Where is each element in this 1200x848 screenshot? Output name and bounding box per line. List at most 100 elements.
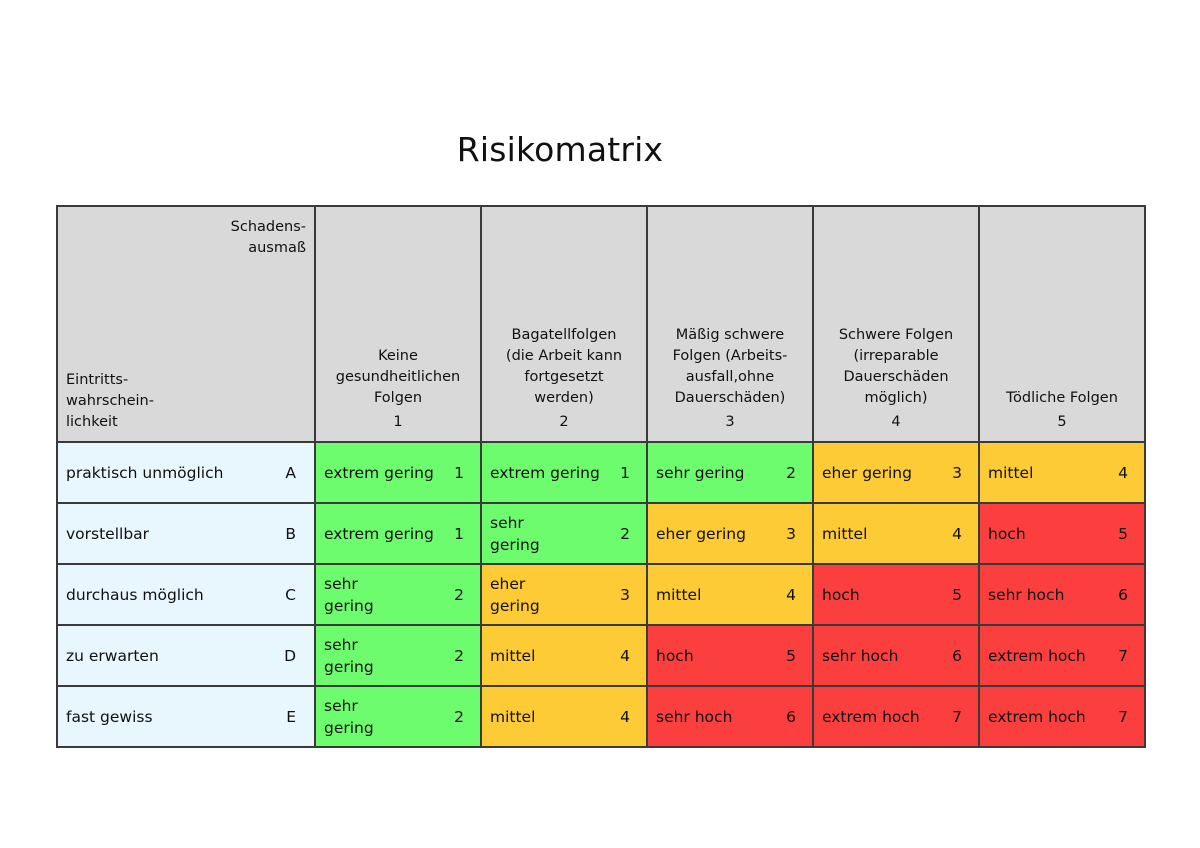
risk-level-label: eher gering	[490, 574, 540, 615]
likelihood-label: durchaus möglich	[66, 585, 204, 604]
risk-level-label: sehr hoch	[656, 707, 733, 726]
risk-cell: mittel 4	[480, 685, 648, 748]
likelihood-letter: D	[284, 646, 296, 665]
likelihood-label-cell: vorstellbar B	[56, 502, 316, 565]
risk-cell: sehr hoch 6	[812, 624, 980, 687]
risk-score: 1	[620, 463, 630, 482]
risk-cell: mittel 4	[978, 441, 1146, 504]
risk-cell: sehr hoch 6	[646, 685, 814, 748]
risk-level-label: hoch	[656, 646, 694, 665]
risk-score: 3	[786, 524, 796, 543]
risk-level-label: sehr gering	[324, 635, 374, 676]
risk-cell: sehr gering 2	[480, 502, 648, 565]
risk-cell: eher gering 3	[646, 502, 814, 565]
risk-cell: extrem hoch 7	[812, 685, 980, 748]
risk-cell: sehr gering 2	[314, 685, 482, 748]
risk-score: 7	[1118, 646, 1128, 665]
likelihood-label-cell: durchaus möglich C	[56, 563, 316, 626]
risk-score: 2	[620, 524, 630, 543]
severity-header-2: Bagatellfolgen (die Arbeit kann fortgese…	[480, 205, 648, 443]
risk-level-label: sehr hoch	[988, 585, 1065, 604]
severity-label: Tödliche Folgen	[1006, 390, 1118, 406]
risk-score: 6	[1118, 585, 1128, 604]
risk-level-label: extrem hoch	[988, 707, 1086, 726]
severity-header-1: Keine gesundheitlichen Folgen 1	[314, 205, 482, 443]
risk-level-label: extrem gering	[324, 463, 434, 482]
risk-cell: sehr gering 2	[646, 441, 814, 504]
severity-number: 5	[1057, 414, 1067, 430]
risk-level-label: sehr gering	[490, 513, 540, 554]
risk-score: 4	[1118, 463, 1128, 482]
risk-score: 4	[786, 585, 796, 604]
risk-level-label: mittel	[988, 463, 1034, 482]
risk-score: 4	[952, 524, 962, 543]
likelihood-label: zu erwarten	[66, 646, 159, 665]
risk-level-label: sehr gering	[656, 463, 745, 482]
risk-score: 5	[1118, 524, 1128, 543]
likelihood-letter: E	[286, 707, 296, 726]
severity-number: 1	[393, 414, 403, 430]
likelihood-axis-label: Eintritts- wahrschein- lichkeit	[66, 372, 154, 430]
severity-header-3: Mäßig schwere Folgen (Arbeits- ausfall,o…	[646, 205, 814, 443]
severity-number: 2	[559, 414, 569, 430]
likelihood-letter: C	[285, 585, 296, 604]
likelihood-label: vorstellbar	[66, 524, 150, 543]
risk-score: 7	[952, 707, 962, 726]
risk-cell: eher gering 3	[812, 441, 980, 504]
risk-level-label: eher gering	[656, 524, 746, 543]
risk-score: 2	[454, 707, 464, 726]
risk-cell: extrem gering 1	[314, 502, 482, 565]
risk-cell: sehr hoch 6	[978, 563, 1146, 626]
risk-score: 7	[1118, 707, 1128, 726]
risk-level-label: mittel	[656, 585, 702, 604]
severity-number: 3	[725, 414, 735, 430]
risk-level-label: mittel	[490, 707, 536, 726]
risk-score: 5	[952, 585, 962, 604]
risk-score: 1	[454, 463, 464, 482]
risk-score: 6	[786, 707, 796, 726]
severity-label: Mäßig schwere Folgen (Arbeits- ausfall,o…	[672, 327, 788, 406]
severity-number: 4	[891, 414, 901, 430]
risk-cell: eher gering 3	[480, 563, 648, 626]
risk-level-label: sehr hoch	[822, 646, 899, 665]
risk-cell: mittel 4	[646, 563, 814, 626]
risk-level-label: extrem gering	[490, 463, 600, 482]
risk-cell: extrem gering 1	[314, 441, 482, 504]
risk-level-label: mittel	[822, 524, 868, 543]
risk-level-label: mittel	[490, 646, 536, 665]
risk-score: 4	[620, 707, 630, 726]
risk-score: 3	[620, 585, 630, 604]
risk-cell: extrem hoch 7	[978, 685, 1146, 748]
risk-score: 5	[786, 646, 796, 665]
likelihood-label-cell: praktisch unmöglich A	[56, 441, 316, 504]
risk-level-label: sehr gering	[324, 696, 374, 737]
risk-score: 3	[952, 463, 962, 482]
matrix-corner: Schadens- ausmaß Eintritts- wahrschein- …	[56, 205, 316, 443]
severity-header-5: Tödliche Folgen 5	[978, 205, 1146, 443]
risk-cell: mittel 4	[480, 624, 648, 687]
risk-level-label: extrem hoch	[988, 646, 1086, 665]
likelihood-letter: B	[285, 524, 296, 543]
risk-cell: hoch 5	[812, 563, 980, 626]
risk-score: 2	[454, 585, 464, 604]
severity-axis-label: Schadens- ausmaß	[230, 219, 306, 256]
likelihood-label-cell: zu erwarten D	[56, 624, 316, 687]
risk-level-label: extrem gering	[324, 524, 434, 543]
risk-cell: extrem hoch 7	[978, 624, 1146, 687]
severity-label: Bagatellfolgen (die Arbeit kann fortgese…	[505, 327, 623, 406]
risk-score: 2	[786, 463, 796, 482]
risk-cell: mittel 4	[812, 502, 980, 565]
risk-score: 6	[952, 646, 962, 665]
page-title: Risikomatrix	[456, 130, 664, 169]
risk-level-label: extrem hoch	[822, 707, 920, 726]
risk-level-label: sehr gering	[324, 574, 374, 615]
risk-cell: hoch 5	[646, 624, 814, 687]
likelihood-label-cell: fast gewiss E	[56, 685, 316, 748]
severity-header-4: Schwere Folgen (irreparable Dauerschäden…	[812, 205, 980, 443]
likelihood-label: praktisch unmöglich	[66, 463, 224, 482]
header-row: Schadens- ausmaß Eintritts- wahrschein- …	[56, 205, 1146, 443]
